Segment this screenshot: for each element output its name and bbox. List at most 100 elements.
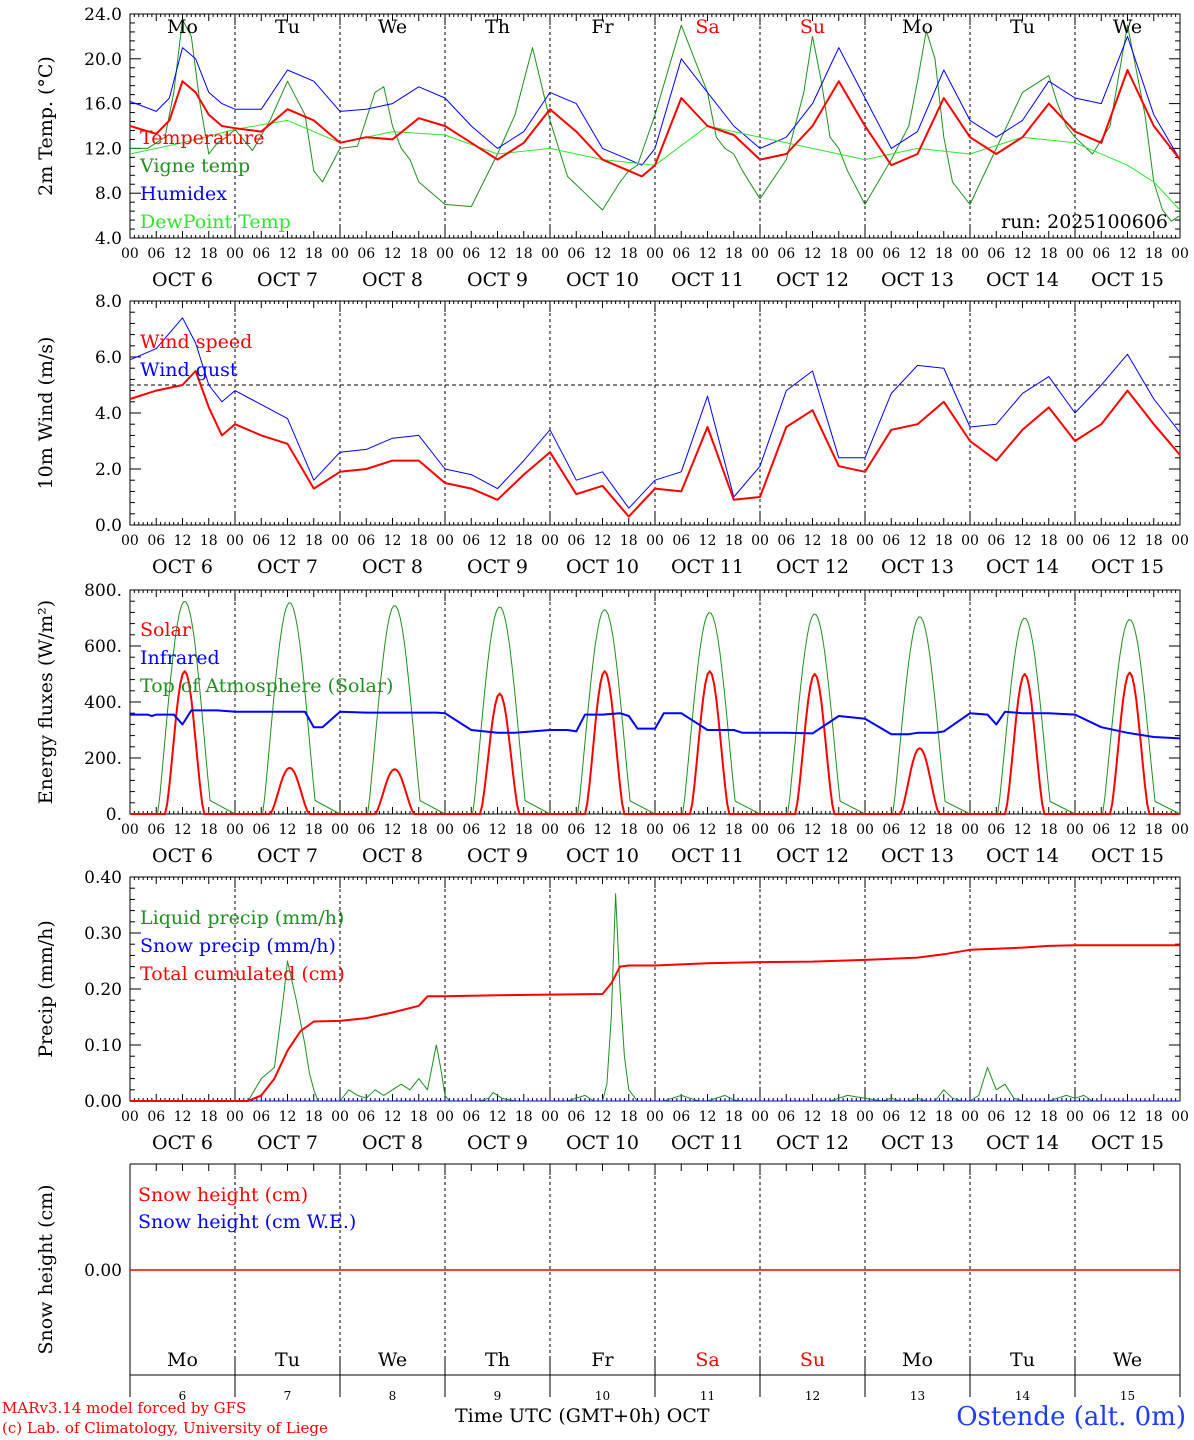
hour-tick-label: 00 (1066, 533, 1084, 549)
weekday-label: We (1113, 16, 1142, 38)
hour-tick-label: 06 (672, 533, 690, 549)
hour-tick-label: 12 (909, 246, 927, 262)
series-line-humidex (129, 35, 1181, 166)
hour-tick-label: 00 (541, 246, 559, 262)
legend-entry: Wind speed (140, 331, 252, 353)
hour-tick-label: 00 (436, 1109, 454, 1125)
hour-tick-label: 18 (200, 1109, 218, 1125)
date-label: OCT 6 (152, 269, 213, 291)
hour-tick-label: 00 (226, 246, 244, 262)
hour-tick-label: 00 (436, 822, 454, 838)
day-number-label: 6 (179, 1389, 187, 1403)
hour-tick-label: 18 (410, 533, 428, 549)
hour-tick-label: 00 (961, 533, 979, 549)
hour-tick-label: 12 (1014, 246, 1032, 262)
hour-tick-label: 18 (620, 246, 638, 262)
date-label: OCT 12 (776, 845, 849, 867)
hour-tick-label: 00 (541, 533, 559, 549)
weekday-label: Th (485, 16, 510, 38)
day-number-label: 9 (494, 1389, 502, 1403)
hour-tick-label: 18 (725, 822, 743, 838)
y-tick-label: 6.0 (95, 348, 122, 368)
y-tick-label: 4.0 (95, 404, 122, 424)
hour-tick-label: 06 (882, 246, 900, 262)
hour-tick-label: 06 (252, 1109, 270, 1125)
series-line-wind-gust (129, 317, 1181, 509)
hour-tick-label: 06 (462, 822, 480, 838)
y-tick-label: 8.0 (95, 292, 122, 312)
day-number-label: 7 (284, 1389, 292, 1403)
hour-tick-label: 18 (1040, 533, 1058, 549)
date-label: OCT 11 (671, 845, 744, 867)
y-tick-label: 0.40 (84, 868, 122, 888)
y-tick-label: 200. (84, 749, 122, 769)
date-label: OCT 7 (257, 556, 318, 578)
hour-tick-label: 12 (909, 1109, 927, 1125)
weekday-label: Sa (695, 1349, 719, 1371)
weekday-label: Tu (275, 16, 300, 38)
date-label: OCT 12 (776, 556, 849, 578)
weekday-label: Tu (1010, 1349, 1035, 1371)
hour-tick-label: 18 (515, 1109, 533, 1125)
hour-tick-label: 00 (331, 533, 349, 549)
hour-tick-label: 06 (987, 822, 1005, 838)
legend-entry: Liquid precip (mm/h) (140, 907, 344, 929)
hour-tick-label: 06 (882, 1109, 900, 1125)
hour-tick-label: 00 (646, 246, 664, 262)
hour-tick-label: 06 (147, 1109, 165, 1125)
hour-tick-label: 12 (279, 533, 297, 549)
hour-tick-label: 12 (1119, 533, 1137, 549)
hour-tick-label: 06 (462, 246, 480, 262)
weekday-label: Su (800, 1349, 825, 1371)
date-label: OCT 11 (671, 556, 744, 578)
hour-tick-label: 06 (462, 1109, 480, 1125)
panel-frame (129, 13, 1181, 239)
hour-tick-label: 12 (1014, 822, 1032, 838)
weekday-label: Sa (695, 16, 719, 38)
hour-tick-label: 00 (121, 533, 139, 549)
day-number-label: 10 (595, 1389, 610, 1403)
model-credit: MARv3.14 model forced by GFS (2, 1399, 247, 1417)
y-tick-label: 12.0 (84, 139, 122, 159)
hour-tick-label: 06 (357, 533, 375, 549)
hour-tick-label: 18 (200, 246, 218, 262)
y-tick-label: 0.00 (84, 1261, 122, 1281)
y-tick-label: 24.0 (84, 5, 122, 25)
hour-tick-label: 12 (594, 822, 612, 838)
hour-tick-label: 06 (357, 822, 375, 838)
legend-entry: Infrared (140, 647, 220, 669)
hour-tick-label: 12 (384, 1109, 402, 1125)
hour-tick-label: 00 (331, 246, 349, 262)
panel-frame (129, 589, 1181, 815)
legend-entry: Temperature (140, 127, 264, 149)
series-line-dewpoint-temp (129, 119, 1181, 211)
hour-tick-label: 12 (699, 246, 717, 262)
hour-tick-label: 00 (121, 1109, 139, 1125)
hour-tick-label: 00 (1066, 1109, 1084, 1125)
hour-tick-label: 06 (252, 533, 270, 549)
date-label: OCT 6 (152, 556, 213, 578)
y-tick-label: 4.0 (95, 229, 122, 249)
legend-entry: Top of Atmosphere (Solar) (140, 675, 393, 697)
hour-tick-label: 06 (252, 246, 270, 262)
hour-tick-label: 12 (489, 533, 507, 549)
y-axis-label: Energy fluxes (W/m²) (35, 600, 57, 804)
hour-tick-label: 06 (567, 822, 585, 838)
hour-tick-label: 18 (1145, 246, 1163, 262)
hour-tick-label: 06 (777, 533, 795, 549)
day-number-label: 8 (389, 1389, 397, 1403)
hour-tick-label: 00 (226, 533, 244, 549)
hour-tick-label: 06 (252, 822, 270, 838)
hour-tick-label: 18 (515, 533, 533, 549)
y-axis-label: Precip (mm/h) (35, 920, 57, 1058)
hour-tick-label: 12 (384, 822, 402, 838)
hour-tick-label: 18 (410, 246, 428, 262)
date-label: OCT 13 (881, 845, 954, 867)
hour-tick-label: 00 (331, 1109, 349, 1125)
series-line-vigne-temp (130, 19, 1181, 222)
y-axis-label: 2m Temp. (°C) (35, 56, 57, 196)
hour-tick-label: 18 (1145, 822, 1163, 838)
hour-tick-label: 00 (961, 246, 979, 262)
legend-entry: Snow height (cm) (138, 1184, 308, 1206)
